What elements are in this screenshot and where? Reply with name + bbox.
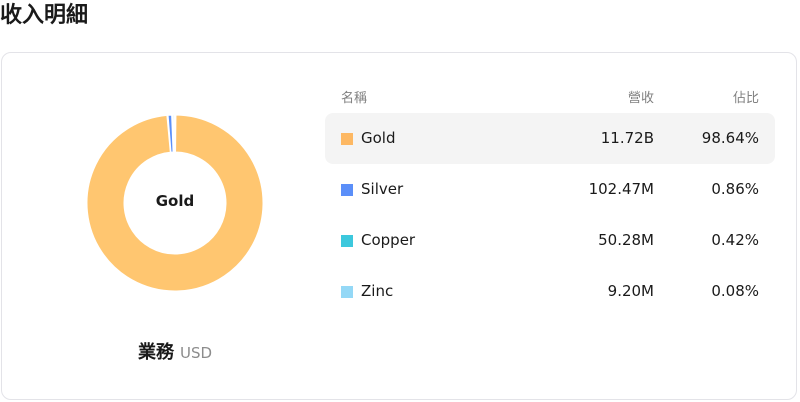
row-share: 0.86% (711, 180, 759, 198)
row-revenue: 11.72B (600, 129, 654, 147)
row-share: 98.64% (701, 129, 759, 147)
revenue-card (1, 52, 797, 400)
row-share: 0.08% (711, 282, 759, 300)
row-name: Silver (361, 180, 404, 198)
header-name: 名稱 (341, 91, 368, 106)
row-name: Zinc (361, 282, 394, 300)
header-revenue: 營收 (627, 91, 654, 106)
business-label: 業務 (137, 342, 174, 363)
currency-label: USD (179, 344, 213, 362)
table-row[interactable]: Gold 11.72B 98.64% (325, 113, 775, 164)
table-row[interactable]: Copper 50.28M 0.42% (325, 215, 775, 266)
header-share: 佔比 (732, 91, 759, 106)
color-swatch (341, 184, 353, 196)
row-name: Gold (361, 129, 396, 147)
color-swatch (341, 235, 353, 247)
table-row[interactable]: Zinc 9.20M 0.08% (325, 266, 775, 317)
page-title: 收入明細 (0, 3, 89, 28)
donut-slice-copper[interactable] (172, 114, 175, 153)
donut-slice-gold[interactable] (86, 114, 264, 292)
segment-label: 業務 USD (0, 338, 350, 364)
row-revenue: 50.28M (598, 231, 654, 249)
color-swatch (341, 286, 353, 298)
table-row[interactable]: Silver 102.47M 0.86% (325, 164, 775, 215)
donut-slice-silver[interactable] (167, 114, 174, 153)
donut-slice-zinc[interactable] (174, 114, 177, 153)
donut-center-label: Gold (155, 192, 195, 210)
donut-chart[interactable] (85, 113, 265, 293)
row-revenue: 102.47M (588, 180, 654, 198)
row-revenue: 9.20M (607, 282, 654, 300)
color-swatch (341, 133, 353, 145)
row-name: Copper (361, 231, 416, 249)
row-share: 0.42% (711, 231, 759, 249)
